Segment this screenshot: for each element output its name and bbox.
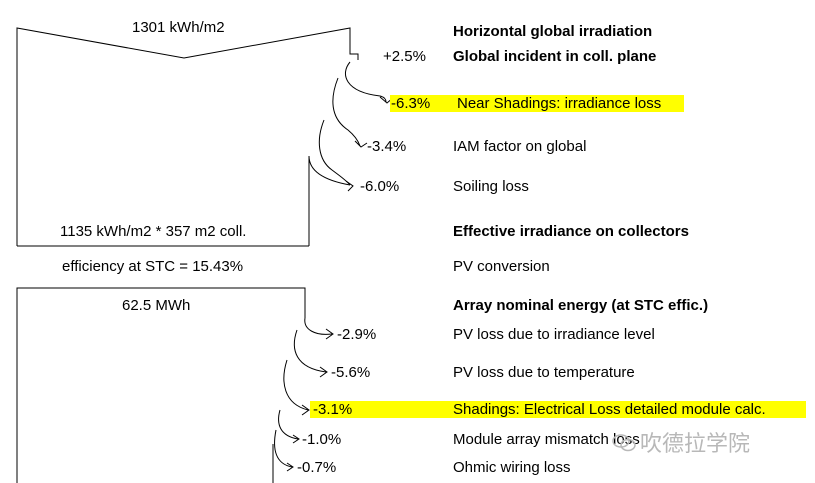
step-value-soiling: -6.0% (360, 178, 400, 195)
wiring-loss-arrow (274, 429, 293, 468)
step-label-pv-conversion: PV conversion (453, 258, 550, 275)
array-flow-outline (16, 287, 306, 483)
step-label-effective-irradiance: Effective irradiance on collectors (453, 223, 689, 240)
mismatch-loss-arrow (278, 409, 299, 440)
step-label-irradiance-level: PV loss due to irradiance level (453, 326, 655, 343)
step-value-near-shadings: -6.3% (391, 95, 431, 112)
soiling-arrowhead (345, 180, 354, 192)
iam-arrowhead (354, 140, 368, 148)
step-label-mismatch: Module array mismatch loss (453, 431, 640, 448)
watermark: 吹德拉学院 (612, 426, 750, 458)
watermark-text: 吹德拉学院 (640, 432, 751, 457)
wiring-arrowhead (286, 462, 294, 472)
irradiance-level-arrowhead (325, 328, 334, 340)
step-label-wiring: Ohmic wiring loss (453, 459, 571, 476)
temperature-arrowhead (319, 366, 328, 378)
step-label-soiling: Soiling loss (453, 178, 529, 195)
step-value-iam: -3.4% (367, 138, 407, 155)
electrical-shading-loss-arrow (283, 359, 309, 411)
step-value-wiring: -0.7% (297, 459, 337, 476)
electrical-shading-highlight-bar (310, 401, 806, 418)
iam-loss-arrow (332, 77, 361, 147)
horizontal-irradiation-value: 1301 kWh/m2 (132, 19, 225, 36)
step-value-mismatch: -1.0% (302, 431, 342, 448)
near-shadings-loss-arrow (345, 61, 387, 103)
step-label-temperature: PV loss due to temperature (453, 364, 635, 381)
step-label-electrical-shading: Shadings: Electrical Loss detailed modul… (453, 401, 766, 418)
step-label-near-shadings: Near Shadings: irradiance loss (457, 95, 662, 112)
step-value-electrical-shading: -3.1% (313, 401, 353, 418)
effective-irradiance-value: 1135 kWh/m2 * 357 m2 coll. (60, 223, 247, 240)
step-value-incident: +2.5% (383, 48, 426, 65)
electrical-shading-arrowhead (301, 404, 310, 416)
step-label-horizontal-global: Horizontal global irradiation (453, 23, 653, 40)
soiling-loss-arrow-b (308, 155, 351, 186)
step-label-iam: IAM factor on global (453, 138, 587, 155)
soiling-loss-arrow (318, 119, 351, 186)
step-value-temperature: -5.6% (331, 364, 371, 381)
temperature-loss-arrow (293, 329, 327, 373)
irradiation-flow-outline (16, 27, 359, 246)
irradiance-level-loss-arrow (304, 317, 333, 335)
array-nominal-value: 62.5 MWh (122, 297, 191, 314)
stc-efficiency: efficiency at STC = 15.43% (62, 258, 244, 275)
step-label-incident: Global incident in coll. plane (453, 48, 657, 65)
step-label-array-nominal: Array nominal energy (at STC effic.) (453, 297, 709, 314)
near-shadings-highlight-bar (390, 95, 684, 112)
step-value-irradiance-level: -2.9% (337, 326, 377, 343)
wechat-icon (612, 434, 636, 452)
mismatch-arrowhead (292, 434, 300, 444)
